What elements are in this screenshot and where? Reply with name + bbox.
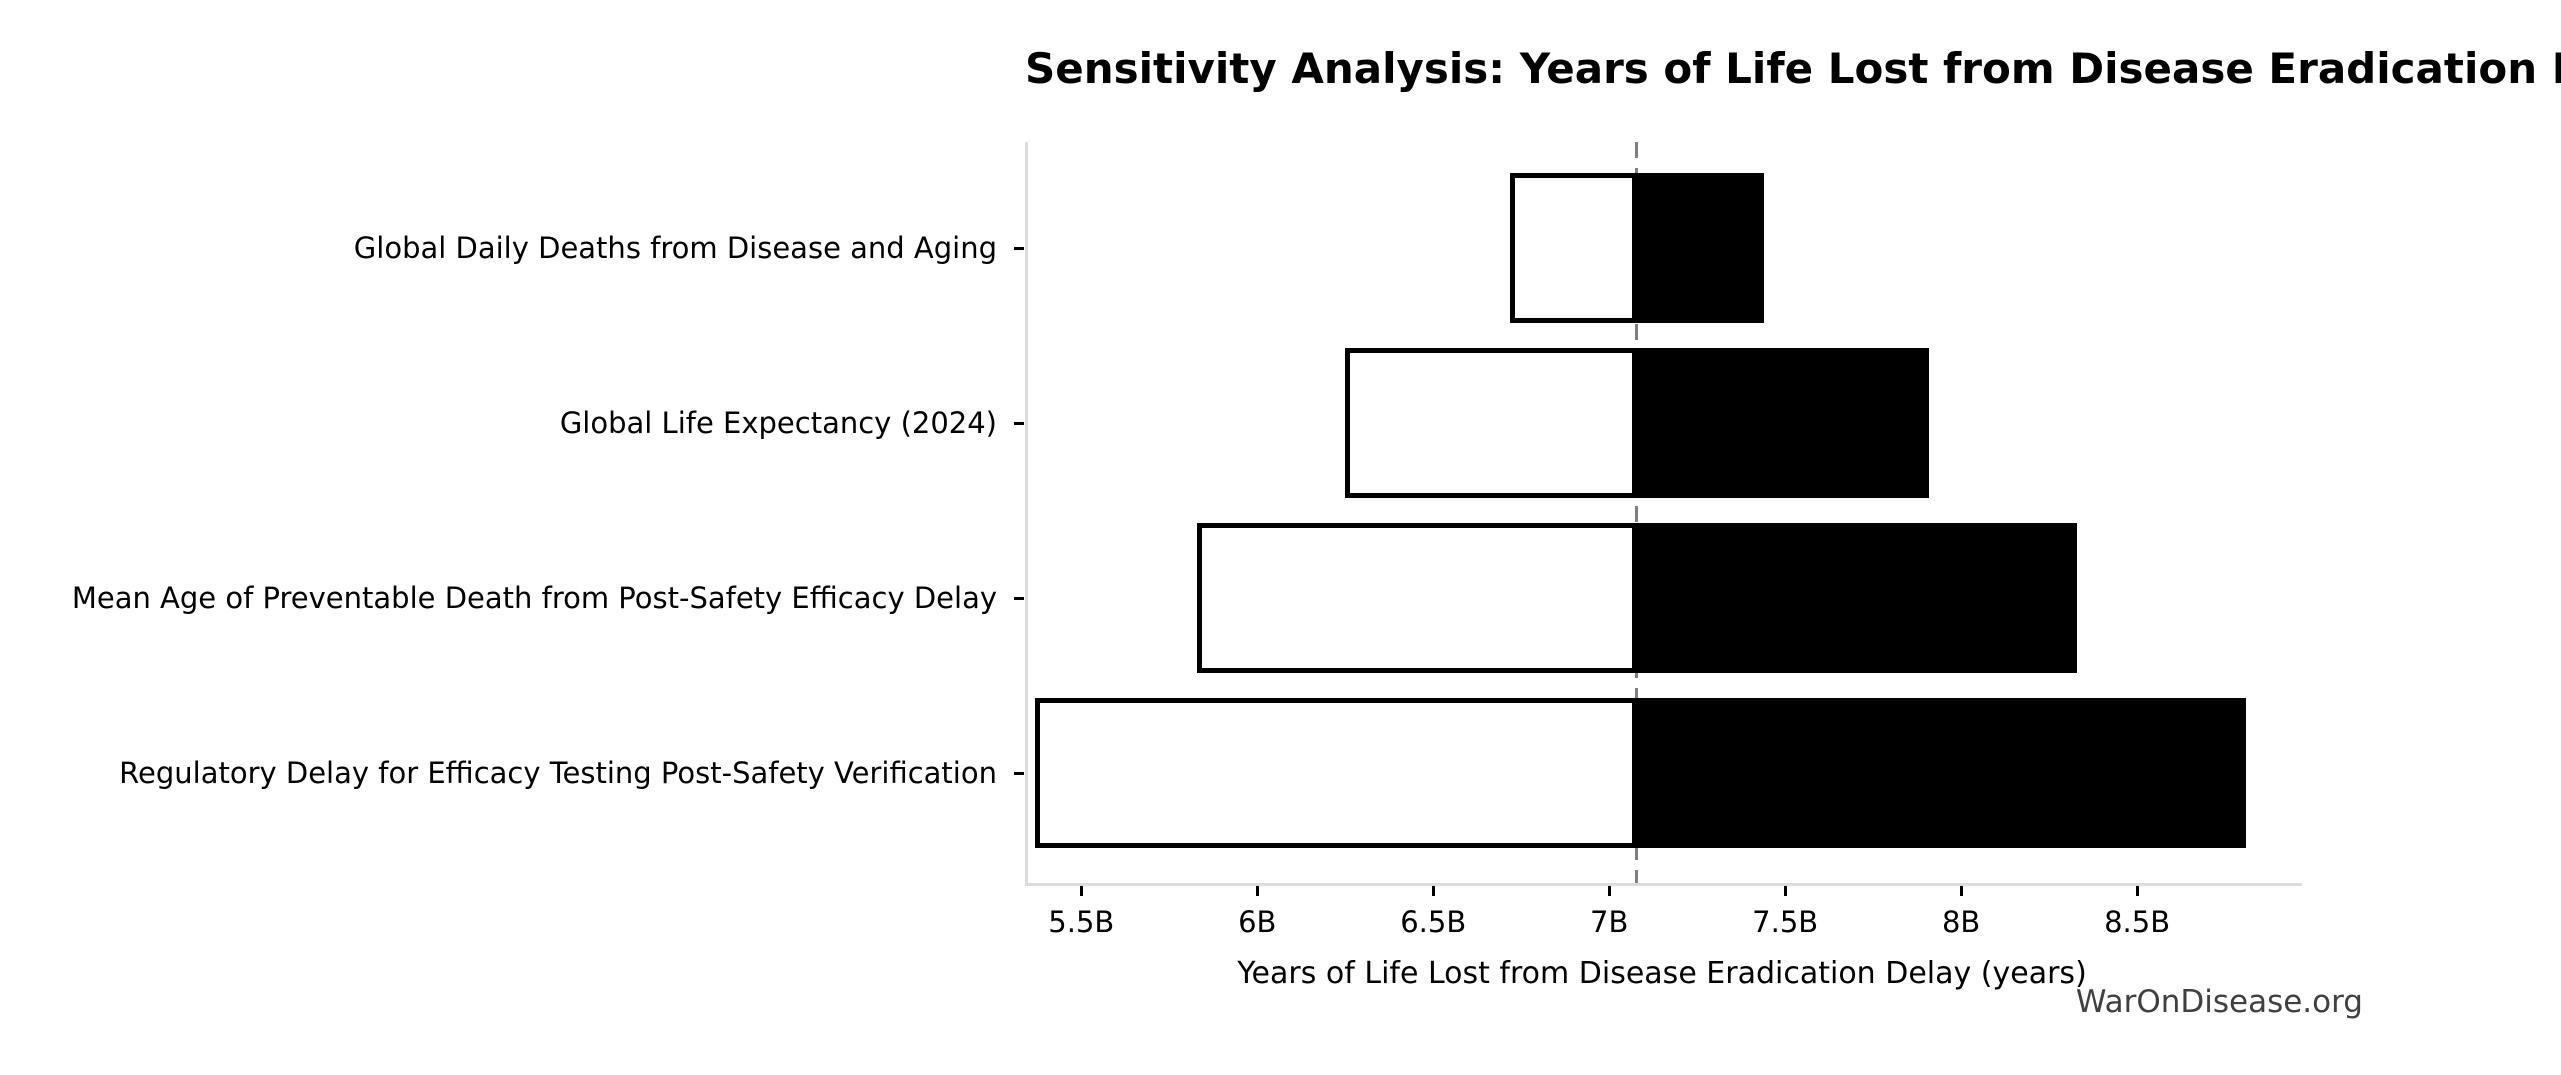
- baseline-dashed-line: [1635, 142, 1639, 883]
- category-label: Mean Age of Preventable Death from Post-…: [71, 581, 997, 615]
- x-axis-tick: [2135, 886, 2139, 896]
- bar-low-segment: [1196, 523, 1637, 673]
- bar-low-segment: [1510, 173, 1637, 323]
- x-axis-tick: [1959, 886, 1963, 896]
- y-axis-tick: [1014, 246, 1024, 250]
- x-tick-label: 8.5B: [2104, 905, 2171, 939]
- bar-high-segment: [1636, 348, 1929, 498]
- plot-area: [1025, 142, 2302, 886]
- x-tick-label: 8B: [1941, 905, 1981, 939]
- x-tick-label: 7.5B: [1752, 905, 1819, 939]
- x-tick-label: 5.5B: [1048, 905, 1115, 939]
- chart-title: Sensitivity Analysis: Years of Life Lost…: [1025, 44, 2561, 93]
- x-axis-tick: [1255, 886, 1259, 896]
- bar-high-segment: [1636, 698, 2246, 848]
- x-tick-label: 7B: [1590, 905, 1629, 939]
- x-axis-label: Years of Life Lost from Disease Eradicat…: [1237, 956, 2087, 991]
- bar-low-segment: [1035, 698, 1637, 848]
- x-tick-label: 6B: [1238, 905, 1277, 939]
- category-label: Global Life Expectancy (2024): [559, 406, 997, 440]
- bar-low-segment: [1344, 348, 1637, 498]
- y-axis-tick: [1014, 421, 1024, 425]
- y-axis-tick: [1014, 596, 1024, 600]
- category-label: Regulatory Delay for Efficacy Testing Po…: [119, 756, 997, 790]
- x-axis-tick: [1431, 886, 1435, 896]
- y-axis-tick: [1014, 771, 1024, 775]
- x-tick-label: 6.5B: [1400, 905, 1467, 939]
- category-label: Global Daily Deaths from Disease and Agi…: [353, 231, 997, 265]
- watermark-text: WarOnDisease.org: [2075, 984, 2363, 1020]
- x-axis-tick: [1783, 886, 1787, 896]
- bar-high-segment: [1636, 523, 2077, 673]
- bar-high-segment: [1636, 173, 1764, 323]
- x-axis-tick: [1079, 886, 1083, 896]
- x-axis-tick: [1607, 886, 1611, 896]
